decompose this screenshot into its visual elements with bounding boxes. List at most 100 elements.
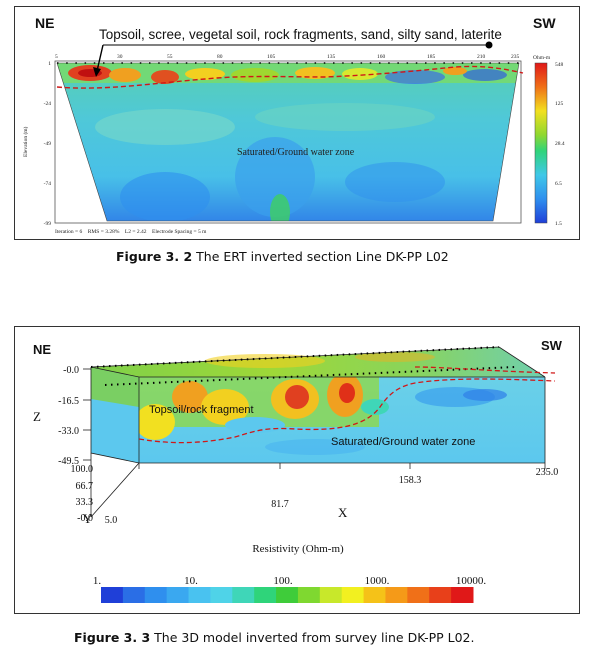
colorbar-tick: 1.5 [555,221,562,227]
label-ne: NE [33,342,51,357]
x-tick: 235 [511,54,520,60]
x-tick: 105 [267,54,276,60]
legend-swatch [451,587,474,603]
caption-number: Figure 3. 3 [74,630,151,645]
legend-swatch [210,587,233,603]
legend-tick: 10. [184,575,198,587]
3d-model-plot: NE SW [33,338,563,603]
legend-title: Resistivity (Ohm-m) [252,543,344,555]
y-tick: 1 [48,61,51,67]
legend-swatch [407,587,430,603]
y-tick: -24 [44,101,52,107]
x-tick: 185 [427,54,436,60]
legend-tick: 1. [93,575,102,587]
ert-section-figure: NE SW Topsoil, scree, vegetal soil, rock… [14,6,580,240]
x-tick: 210 [477,54,486,60]
legend-swatch [276,587,299,603]
z-tick: -49.5 [58,456,79,467]
z-tick: -0.0 [63,365,79,376]
z-tick: -16.5 [58,396,79,407]
label-ne: NE [35,15,55,31]
legend-swatch [385,587,408,603]
x-tick-marks [138,463,546,469]
colorbar-tick: 28.4 [555,141,565,147]
topsoil-label: Topsoil/rock fragment [149,404,254,416]
y-tick: 33.3 [76,497,94,508]
y-tick-labels: 100.0 66.7 33.3 -0.0 [71,464,94,524]
interface-line-top [414,366,556,374]
label-sw: SW [541,338,563,353]
caption-text: The ERT inverted section Line DK-PP L02 [192,249,449,264]
saturated-zone-label: Saturated/Ground water zone [331,436,475,448]
x-tick: 81.7 [271,499,289,510]
y-axis-label: Elevation (m) [22,126,29,157]
resistivity-legend [101,587,474,603]
y-tick: -74 [44,181,52,187]
lithology-annotation: Topsoil, scree, vegetal soil, rock fragm… [99,27,502,42]
legend-swatch [188,587,211,603]
electrode-markers-back [90,346,500,368]
legend-swatch [144,587,168,603]
x-tick: 5 [55,54,58,60]
y-tick: 100.0 [71,464,94,475]
annotation-end-dot [485,41,493,49]
legend-swatch [232,587,255,603]
legend-swatch [297,587,321,603]
x-axis-label: X [338,505,348,520]
x-tick-labels: 5 30 55 80 105 135 160 185 210 235 [55,54,520,60]
y-tick: -99 [44,221,52,227]
z-tick: -33.0 [58,426,79,437]
3d-model-figure: NE SW [14,326,580,614]
x-tick: 80 [217,54,223,60]
figure-3-2-caption: Figure 3. 2 The ERT inverted section Lin… [116,249,449,264]
saturated-zone-label: Saturated/Ground water zone [237,147,355,158]
legend-swatch [101,587,124,603]
y-tick: 66.7 [76,481,94,492]
colorbar-ticks: 548 125 28.4 6.5 1.5 [555,62,565,227]
y-tick: -49 [44,141,52,147]
legend-tick: 100. [273,575,293,587]
x-tick: 5.0 [105,515,118,526]
y-tick: -0.0 [77,513,93,524]
z-axis-label: Z [33,409,41,424]
legend-swatch [341,587,365,603]
front-face-resistivity [139,377,507,455]
legend-tick: 10000. [456,575,487,587]
x-tick: 235.0 [536,467,559,478]
y-axis-line [90,462,140,518]
legend-swatch [429,587,452,603]
electrode-markers-front [104,366,516,386]
inversion-stats: Iteration = 6 RMS = 3.28% L2 = 2.42 Elec… [55,229,207,235]
caption-text: The 3D model inverted from survey line D… [150,630,475,645]
legend-swatch [363,587,386,603]
section-frame [54,60,522,224]
colorbar-tick: 548 [555,62,564,68]
legend-swatch [122,587,146,603]
x-tick: 55 [167,54,173,60]
figure-3-3-caption: Figure 3. 3 The 3D model inverted from s… [74,630,474,645]
legend-swatch [166,587,190,603]
colorbar [534,62,548,224]
legend-swatch [254,587,277,603]
interface-line-front [138,378,556,444]
x-tick: 30 [117,54,123,60]
legend-swatch [319,587,343,603]
legend-tick: 1000. [365,575,390,587]
caption-number: Figure 3. 2 [116,249,193,264]
interface-line [56,65,524,89]
annotation-arrow [96,44,104,72]
colorbar-tick: 6.5 [555,181,562,187]
x-tick-labels: 5.0 81.7 158.3 235.0 [105,467,559,526]
colorbar-tick: 125 [555,101,564,107]
legend-tick-labels: 1. 10. 100. 1000. 10000. [93,575,487,587]
ert-section-plot: Saturated/Ground water zone 5 30 55 80 1… [22,41,565,235]
colorbar-title: Ohm-m [533,55,551,61]
x-tick: 135 [327,54,336,60]
y-axis-label: Y [83,511,93,526]
z-tick-marks [83,368,91,461]
label-sw: SW [533,15,556,31]
z-tick-labels: -0.0 -16.5 -33.0 -49.5 [58,365,79,467]
x-tick: 158.3 [399,475,422,486]
x-tick: 160 [377,54,386,60]
y-tick-labels: 1 -24 -49 -74 -99 [44,61,52,227]
